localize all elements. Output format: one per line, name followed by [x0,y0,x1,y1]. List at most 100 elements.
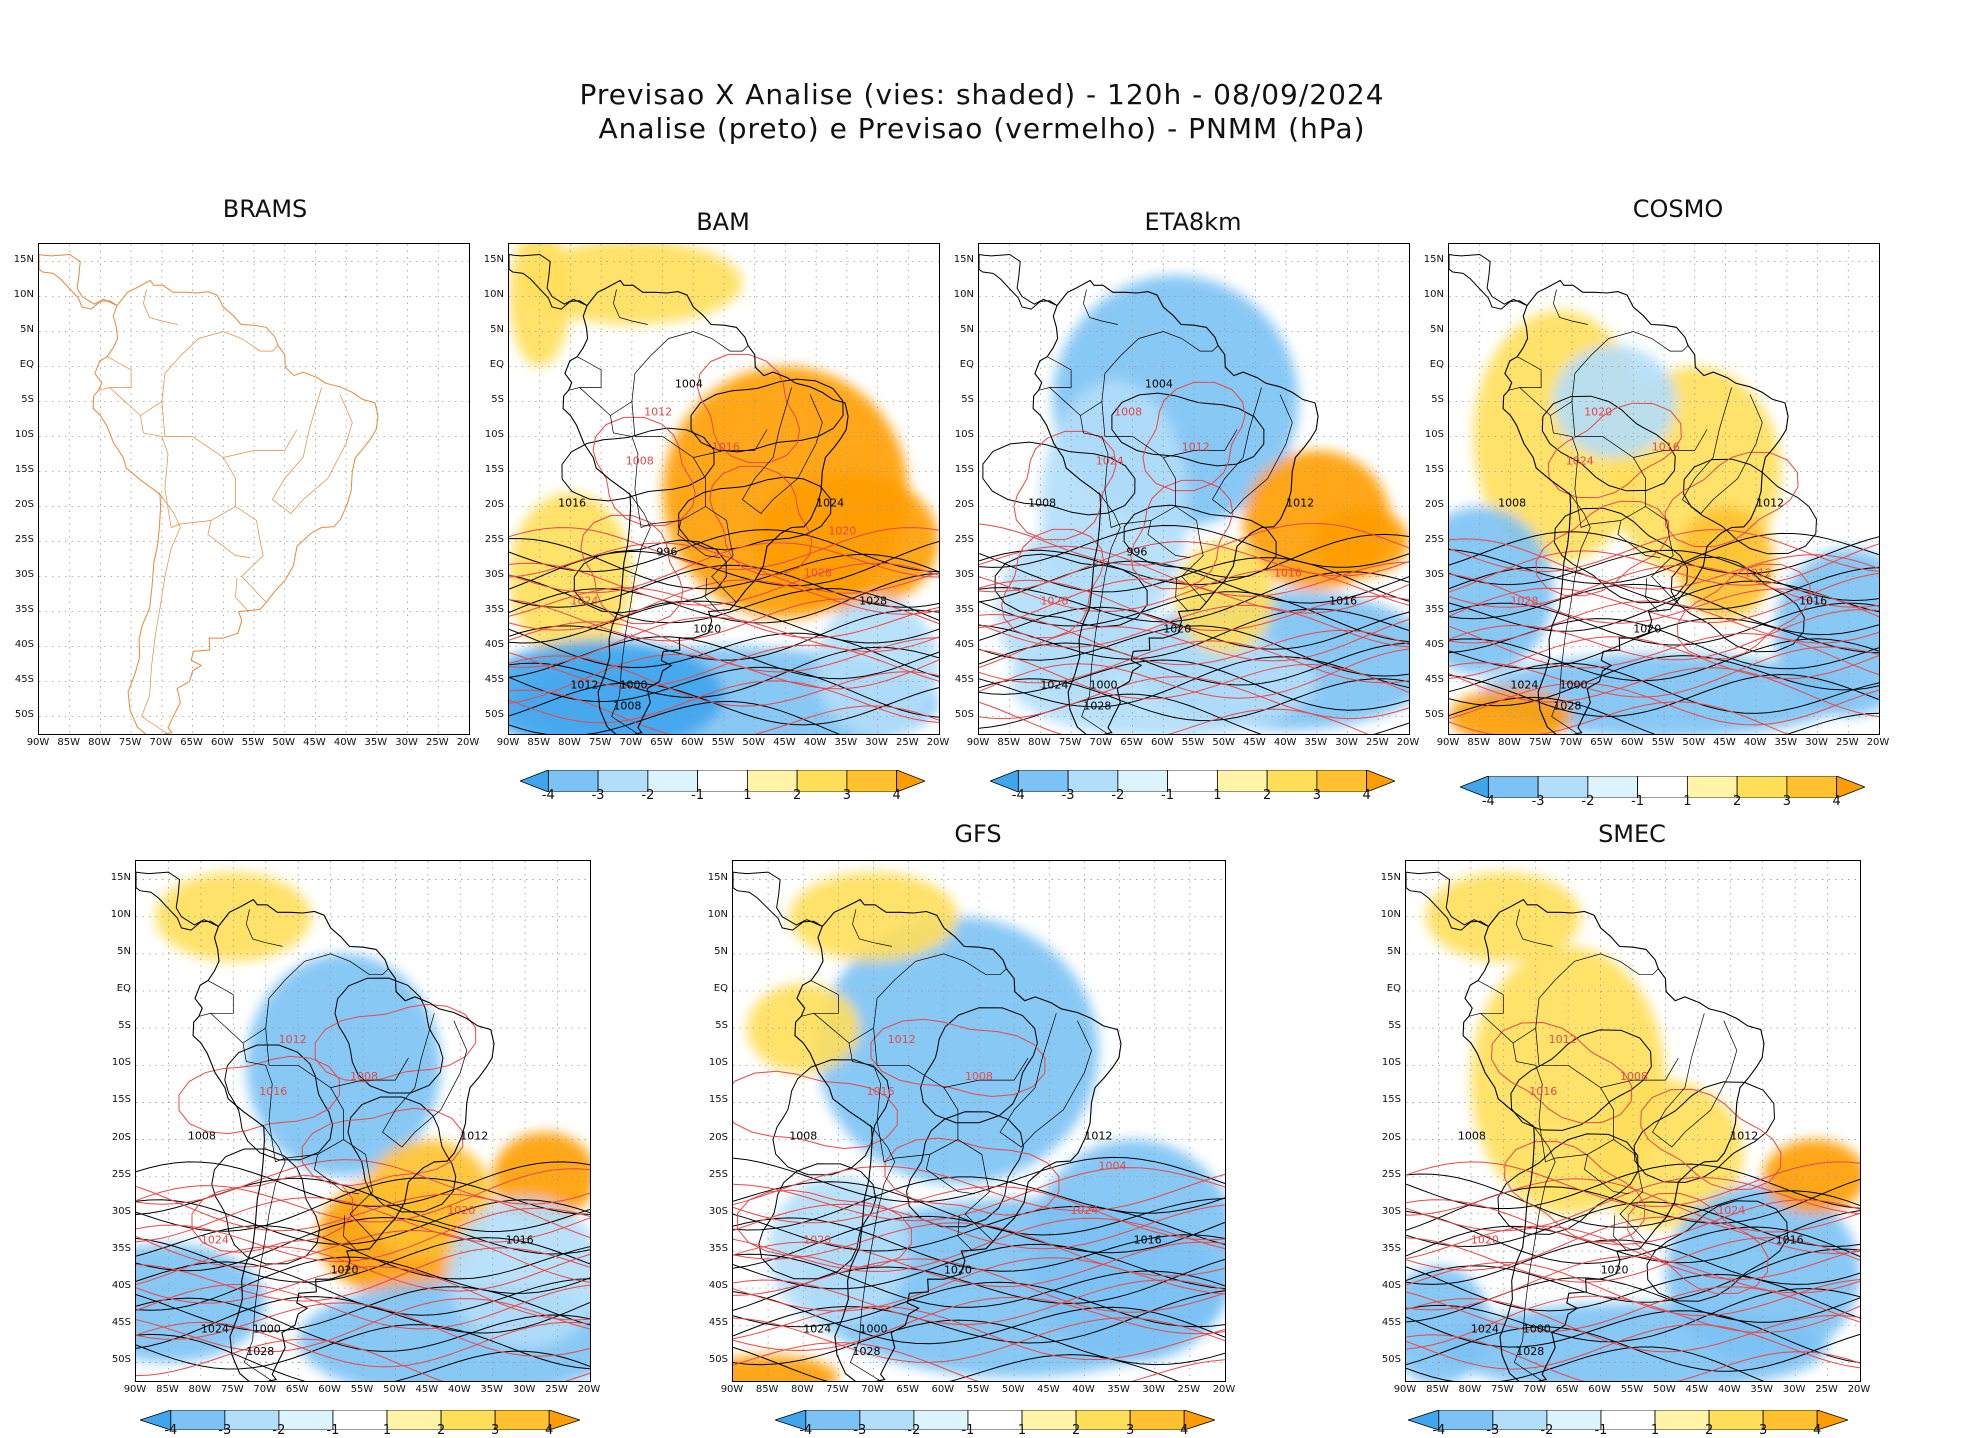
latitude-tick-label: 20S [484,498,504,510]
latitude-tick-label: 15N [13,253,34,265]
figure-title-line2: Analise (preto) e Previsao (vermelho) - … [598,112,1366,145]
longitude-tick-label: 20W [1847,1384,1871,1395]
forecast-contour-label: 1008 [1620,1070,1648,1083]
isobar-line [136,1321,590,1368]
isobar-line [1406,1256,1860,1311]
latitude-tick-label: 50S [14,708,34,720]
forecast-contour-label: 1004 [1098,1159,1126,1172]
colorbar-tick-label: -4 [541,788,555,803]
latitude-tick-label: 15N [1423,253,1444,265]
colorbar-high-arrow [896,769,927,793]
colorbar-tick-label: -4 [164,1423,178,1438]
isobar-line [136,1177,590,1232]
longitude-tick-label: 45W [415,1384,439,1395]
analysis-contour-label: 1024 [1471,1323,1499,1336]
latitude-tick-label: 15S [954,463,974,475]
latitude-tick-label: 15N [1380,871,1401,883]
colorbar-tick-label: -4 [1432,1423,1446,1438]
bias-shading [733,872,1225,1381]
colorbar-svg [773,1409,1217,1431]
latitude-tick-label: 5S [961,393,974,405]
isobar-line [509,598,939,642]
isobar-line [509,542,939,594]
isobar-line [1449,636,1879,680]
map-svg: 1008 1012 1016 1020 1024 1028 1000 1008 1012 1016… [136,861,590,1381]
latitude-tick-label: 10S [111,1057,131,1069]
contours [733,1007,1225,1381]
forecast-contour-label: 1024 [1096,455,1124,468]
isobar-line [979,613,1409,666]
map-area: 1008 1012 1016 1020 1024 1028 1000 996 1004 1012 1… [978,243,1410,735]
longitude-tick-label: 70W [1523,1384,1547,1395]
isobar-line [136,1338,590,1381]
latitude-tick-label: 30S [1381,1205,1401,1217]
isobar-loop [884,1137,1060,1216]
isobar-loop [696,353,801,464]
isobar-loop [982,441,1136,516]
longitude-tick-label: 70W [861,1384,884,1395]
latitude-tick-label: EQ [1429,358,1444,370]
latitude-tick-label: EQ [959,358,974,370]
isobar-line [979,640,1409,684]
isobar-line [979,656,1409,708]
colorbar-tick-label: 3 [1759,1423,1768,1438]
latitude-tick-label: 45S [1424,673,1444,685]
country-border [1584,1139,1630,1195]
colorbar-tick-label: 3 [1782,794,1792,809]
longitude-tick-label: 35W [834,737,858,748]
analysis-contour-label: 1020 [1601,1263,1629,1276]
latitude-tick-label: 5N [20,323,34,335]
latitude-tick-label: 30S [111,1205,131,1217]
latitude-tick-label: EQ [19,358,34,370]
longitude-tick-label: 75W [826,1384,849,1395]
isobar-line [1449,564,1879,608]
longitude-tick-label: 75W [1528,737,1552,748]
latitude-tick-label: 40S [1381,1280,1401,1292]
isobar-line [733,1156,1225,1203]
longitude-tick-label: 40W [1743,737,1767,748]
country-border [810,980,839,1014]
analysis-contour-label: 1008 [613,700,641,713]
country-border [143,289,178,325]
longitude-tick-label: 70W [619,737,643,748]
longitude-tick-label: 55W [1620,1384,1644,1395]
map-area: 1008 1012 1016 1020 1024 1028 1000 1016 1020 1024… [1448,243,1880,735]
bias-region [817,916,1099,1185]
latitude-tick-label: 30S [954,568,974,580]
isobar-line [1449,638,1879,682]
colorbar-high-arrow [1836,775,1867,799]
latitude-tick-label: 50S [484,708,504,720]
longitude-tick-label: 60W [680,737,704,748]
isobar-loop [1676,563,1811,660]
isobar-line [1449,682,1879,726]
longitude-tick-label: 80W [790,1384,814,1395]
country-border [1681,387,1763,514]
isobar-line [733,1258,1225,1313]
colorbar-tick-label: -3 [218,1423,232,1438]
latitude-tick-label: 15S [1381,1094,1401,1106]
latitude-tick-label: 40S [484,638,504,650]
latitude-tick-label: 40S [954,638,974,650]
country-border [98,387,212,528]
isobar-line [1449,602,1879,646]
country-border [693,429,768,458]
longitude-tick-label: 45W [1036,1384,1060,1395]
isobar-line [1449,573,1879,624]
analysis-contour-label: 1004 [675,378,703,391]
longitude-tick-label: 30W [1805,737,1828,748]
latitude-tick-label: EQ [116,983,131,994]
analysis-contour-label: 1012 [1084,1130,1112,1143]
longitude-tick-label: 20W [577,1384,601,1395]
isobar-line [509,564,939,608]
isobar-loop [758,1163,877,1280]
country-border [207,506,251,558]
isobar-line [136,1229,590,1283]
isobar-line [733,1217,1225,1273]
isobar-line [1406,1237,1860,1283]
country-border [161,401,267,603]
country-border [741,387,823,514]
latitude-tick-label: 45S [14,673,34,685]
longitude-tick-label: 40W [447,1384,471,1395]
colorbar-tick-label: -2 [1581,794,1595,809]
isobar-line [1406,1346,1765,1381]
